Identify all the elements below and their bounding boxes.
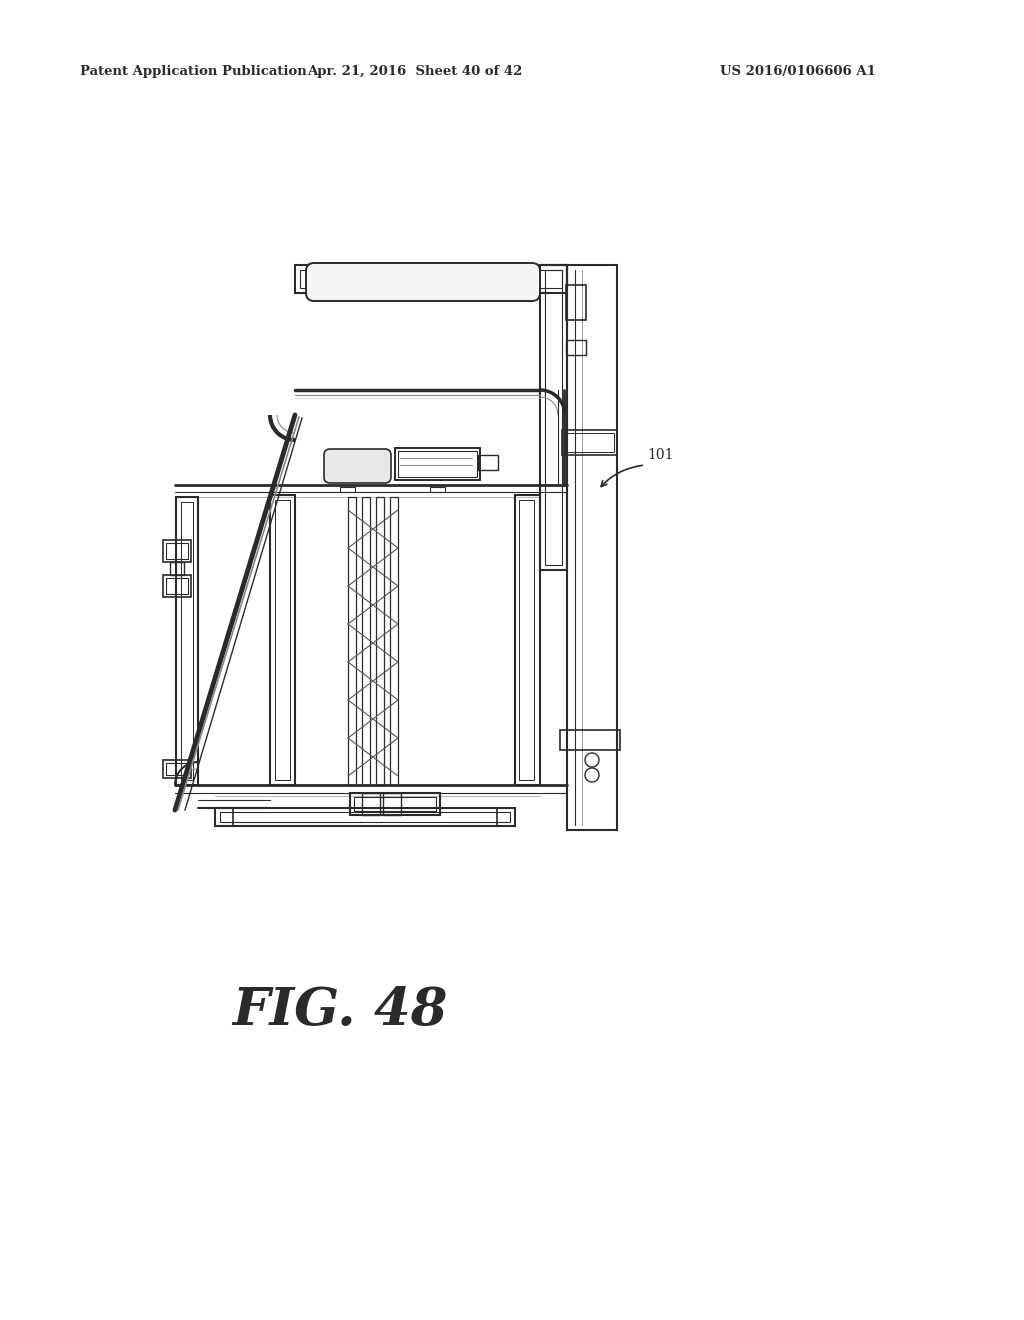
- Bar: [300, 271, 562, 288]
- Text: Apr. 21, 2016  Sheet 40 of 42: Apr. 21, 2016 Sheet 40 of 42: [307, 66, 522, 78]
- Bar: [181, 502, 193, 780]
- Bar: [166, 578, 188, 594]
- Bar: [166, 543, 188, 558]
- FancyBboxPatch shape: [306, 263, 540, 301]
- Bar: [220, 812, 510, 822]
- Bar: [430, 487, 445, 492]
- Bar: [497, 808, 515, 826]
- Bar: [348, 498, 356, 785]
- Bar: [395, 447, 480, 480]
- Bar: [215, 808, 515, 826]
- Bar: [560, 730, 620, 750]
- Bar: [215, 808, 233, 826]
- Bar: [376, 498, 384, 785]
- Bar: [545, 271, 562, 565]
- Bar: [565, 433, 614, 451]
- Bar: [275, 500, 290, 780]
- Bar: [519, 500, 534, 780]
- Text: 101: 101: [647, 447, 674, 462]
- Text: FIG. 48: FIG. 48: [232, 985, 447, 1035]
- Bar: [362, 793, 380, 814]
- Bar: [270, 495, 295, 785]
- Bar: [566, 341, 586, 355]
- Bar: [383, 793, 401, 814]
- Text: US 2016/0106606 A1: US 2016/0106606 A1: [720, 66, 876, 78]
- Bar: [398, 451, 477, 477]
- Bar: [478, 455, 498, 470]
- Bar: [354, 797, 436, 810]
- Text: Patent Application Publication: Patent Application Publication: [80, 66, 307, 78]
- Bar: [515, 495, 540, 785]
- Bar: [562, 430, 617, 455]
- Bar: [163, 540, 191, 562]
- Bar: [340, 487, 355, 492]
- Bar: [566, 285, 586, 319]
- Bar: [567, 265, 617, 830]
- Bar: [295, 265, 567, 293]
- Bar: [390, 498, 398, 785]
- Bar: [170, 562, 184, 576]
- Bar: [166, 763, 188, 775]
- Bar: [163, 760, 191, 777]
- Bar: [163, 576, 191, 597]
- FancyBboxPatch shape: [324, 449, 391, 483]
- Bar: [362, 498, 370, 785]
- Bar: [350, 793, 440, 814]
- Bar: [540, 265, 567, 570]
- Bar: [176, 498, 198, 785]
